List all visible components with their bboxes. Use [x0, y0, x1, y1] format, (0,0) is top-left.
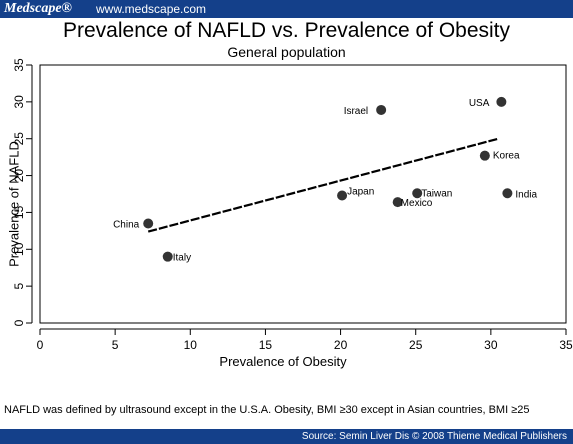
x-tick-label: 0 — [37, 338, 44, 352]
y-tick-label: 15 — [12, 205, 26, 219]
data-point — [412, 188, 423, 199]
x-tick-label: 35 — [559, 338, 573, 352]
y-tick-label: 35 — [12, 58, 26, 72]
y-tick-label: 30 — [12, 95, 26, 109]
point-label: China — [113, 219, 140, 230]
site-url[interactable]: www.medscape.com — [96, 2, 207, 16]
x-tick-label: 10 — [184, 338, 198, 352]
plot-frame — [39, 64, 567, 324]
point-label: Italy — [173, 253, 191, 264]
y-tick-label: 20 — [12, 169, 26, 183]
point-label: Taiwan — [421, 188, 452, 199]
source-credit: Source: Semin Liver Dis © 2008 Thieme Me… — [301, 431, 567, 442]
trend-line — [147, 137, 499, 233]
y-tick-label: 10 — [12, 242, 26, 256]
data-point — [502, 188, 513, 199]
data-point — [376, 104, 387, 115]
data-point — [162, 251, 173, 262]
chart-subtitle: General population — [227, 44, 346, 60]
x-tick-label: 20 — [334, 338, 348, 352]
footnote: NAFLD was defined by ultrasound except i… — [4, 404, 530, 416]
data-point — [337, 190, 348, 201]
data-point — [143, 218, 154, 229]
footer-bar: Source: Semin Liver Dis © 2008 Thieme Me… — [0, 429, 573, 444]
chart-title: Prevalence of NAFLD vs. Prevalence of Ob… — [62, 19, 511, 42]
point-label: Japan — [347, 186, 374, 197]
point-label: Israel — [344, 106, 368, 117]
x-tick-label: 30 — [484, 338, 498, 352]
header-bar: Medscape® www.medscape.com — [0, 0, 573, 18]
x-axis-title: Prevalence of Obesity — [219, 354, 347, 369]
plot-area: 0 5 10 15 20 25 30 35 Prevalence of Obesity 0 5 10 1… — [7, 58, 573, 369]
data-point — [496, 96, 507, 107]
data-point — [479, 150, 490, 161]
x-tick-label: 5 — [112, 338, 119, 352]
point-label: Korea — [493, 151, 520, 162]
point-label: India — [515, 189, 537, 200]
x-tick-label: 15 — [259, 338, 273, 352]
data-point — [392, 197, 403, 208]
y-tick-label: 25 — [12, 132, 26, 146]
y-axis-title: Prevalence of NAFLD — [7, 141, 22, 267]
y-tick-label: 0 — [12, 319, 26, 326]
x-tick-label: 25 — [409, 338, 423, 352]
y-tick-label: 5 — [12, 282, 26, 289]
medscape-logo[interactable]: Medscape® — [4, 1, 72, 16]
point-label: USA — [469, 98, 490, 109]
point-label: Mexico — [401, 198, 433, 209]
